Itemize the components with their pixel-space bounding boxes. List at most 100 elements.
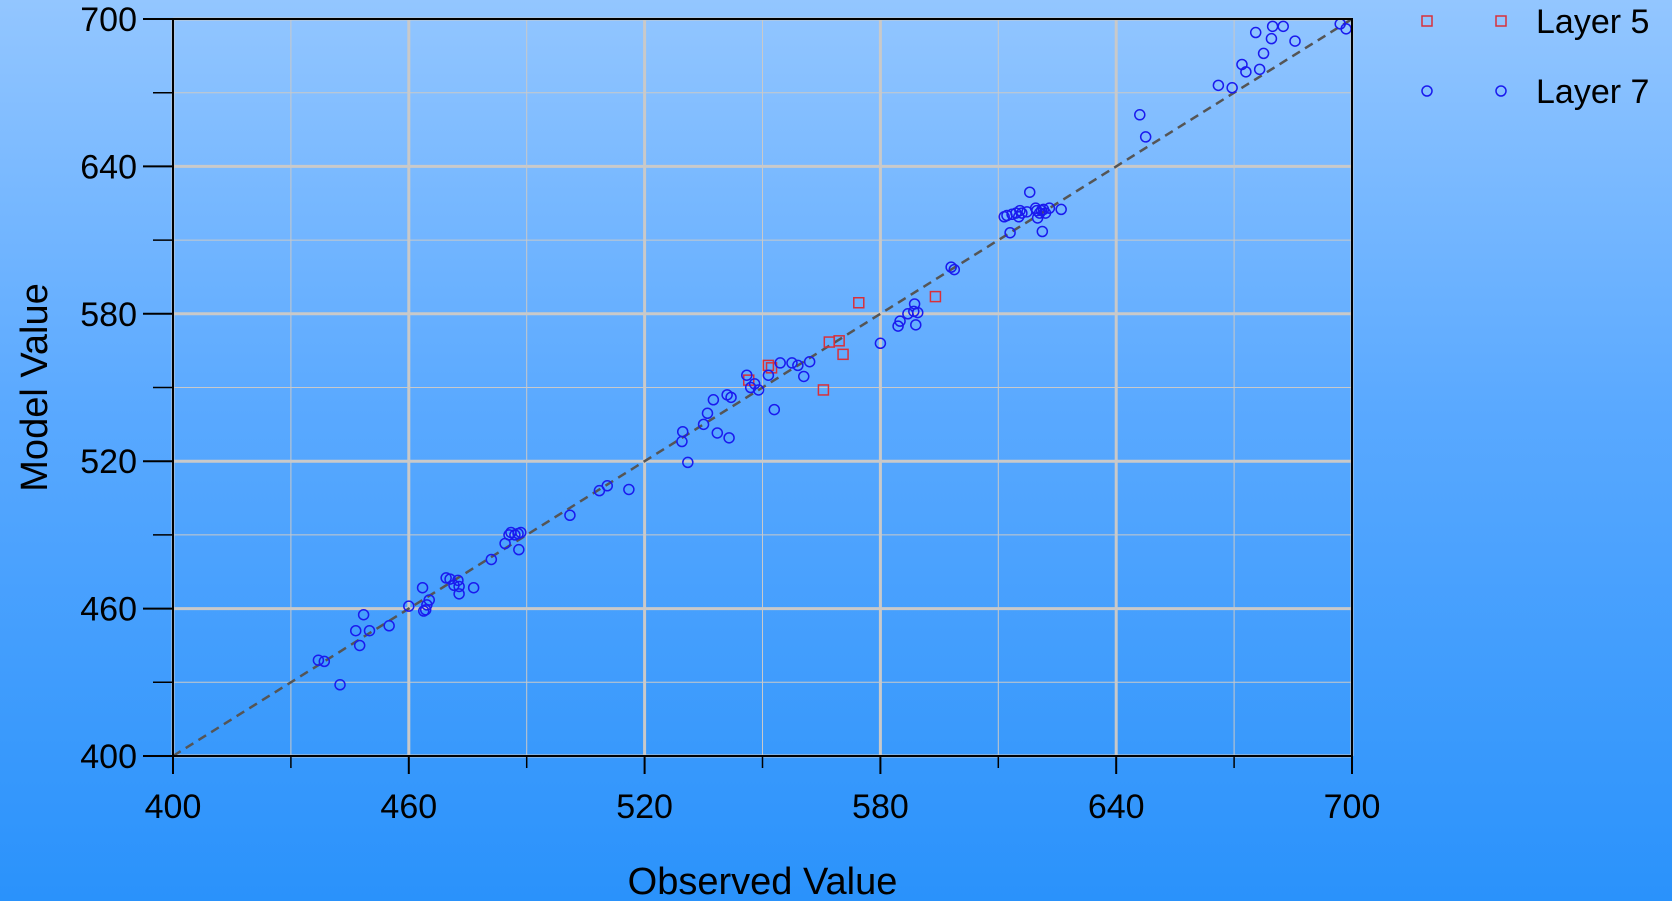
data-point (1012, 211, 1025, 223)
data-point (1134, 109, 1146, 121)
data-point (803, 355, 816, 368)
data-point (453, 580, 465, 593)
data-point (444, 573, 456, 585)
legend-item: Layer 7 (1421, 73, 1649, 111)
data-point (1240, 66, 1252, 78)
data-point (752, 384, 765, 396)
data-point (318, 655, 331, 668)
legend-label: Layer 5 (1536, 3, 1649, 41)
data-point (929, 290, 942, 303)
series-layer-5 (742, 290, 942, 396)
data-point (1055, 203, 1067, 216)
data-point (1289, 35, 1301, 47)
data-point (742, 374, 755, 386)
data-point (774, 357, 786, 369)
y-tick-label: 700 (80, 1, 137, 39)
data-point (707, 394, 720, 406)
data-point (874, 337, 887, 350)
data-point (762, 369, 775, 381)
data-point (601, 480, 614, 492)
data-point (1226, 82, 1238, 94)
data-point (833, 335, 845, 347)
data-point (723, 432, 735, 444)
data-point (948, 263, 961, 276)
data-point (467, 581, 480, 594)
data-point (515, 526, 527, 539)
legend-marker (1421, 85, 1433, 97)
data-point (485, 553, 498, 566)
legend-item: Layer 5 (1421, 3, 1649, 41)
data-point (1277, 20, 1289, 33)
data-point (725, 391, 737, 404)
x-tick-label: 700 (1324, 788, 1381, 826)
data-point (623, 483, 635, 496)
data-point (1139, 131, 1152, 143)
data-point (312, 654, 325, 666)
data-point (1004, 226, 1016, 239)
x-tick-label: 400 (145, 788, 202, 826)
axis-ticks (143, 18, 1353, 774)
y-axis-title: Model Value (14, 283, 56, 491)
data-point (817, 384, 830, 396)
data-point (1043, 202, 1056, 214)
y-tick-label: 460 (80, 591, 137, 629)
data-point (1036, 225, 1049, 238)
legend-marker (1495, 15, 1507, 27)
data-point (416, 581, 429, 594)
data-point (334, 679, 346, 691)
x-tick-label: 520 (616, 788, 673, 826)
data-point (403, 600, 415, 612)
data-point (353, 639, 366, 652)
data-point (513, 543, 525, 556)
legend-label: Layer 7 (1536, 73, 1649, 111)
data-point (1023, 186, 1036, 198)
data-point (363, 624, 376, 637)
data-point (452, 574, 464, 587)
data-point (744, 381, 757, 394)
y-tick-label: 640 (80, 148, 137, 186)
data-point (762, 359, 775, 372)
data-point (701, 407, 714, 420)
series-layer-7 (312, 18, 1352, 691)
data-point (417, 605, 430, 617)
data-point (1212, 79, 1225, 92)
data-point (357, 608, 370, 621)
data-point (711, 427, 724, 439)
data-point (1249, 26, 1262, 39)
data-point (682, 456, 694, 469)
x-axis-title: Observed Value (628, 861, 898, 901)
data-point (741, 369, 753, 381)
x-tick-label: 580 (852, 788, 909, 826)
x-tick-label: 460 (380, 788, 437, 826)
legend: Layer 5 Layer 7 (1421, 3, 1649, 111)
data-point (697, 418, 710, 431)
data-point (786, 357, 798, 369)
data-point (911, 306, 924, 319)
data-point (945, 261, 957, 273)
data-point (823, 336, 836, 348)
data-point (1033, 207, 1046, 219)
data-point (1253, 63, 1266, 76)
data-point (676, 425, 689, 438)
legend-marker (1421, 15, 1433, 27)
y-tick-label: 520 (80, 443, 137, 481)
data-point (1016, 207, 1028, 219)
data-point (853, 296, 865, 309)
data-point (765, 362, 778, 374)
data-point (564, 509, 576, 521)
data-point (910, 319, 922, 331)
data-point (792, 359, 804, 372)
data-point (748, 378, 761, 390)
data-point (1257, 47, 1270, 60)
data-point (768, 403, 781, 416)
data-point (892, 320, 904, 332)
data-point (453, 588, 465, 600)
data-point (383, 620, 395, 632)
data-point (798, 370, 810, 383)
y-tick-label: 400 (80, 738, 137, 776)
data-points (312, 18, 1352, 691)
data-point (1014, 204, 1026, 217)
data-point (837, 348, 849, 361)
data-point (1265, 32, 1278, 45)
data-point (1266, 20, 1279, 33)
